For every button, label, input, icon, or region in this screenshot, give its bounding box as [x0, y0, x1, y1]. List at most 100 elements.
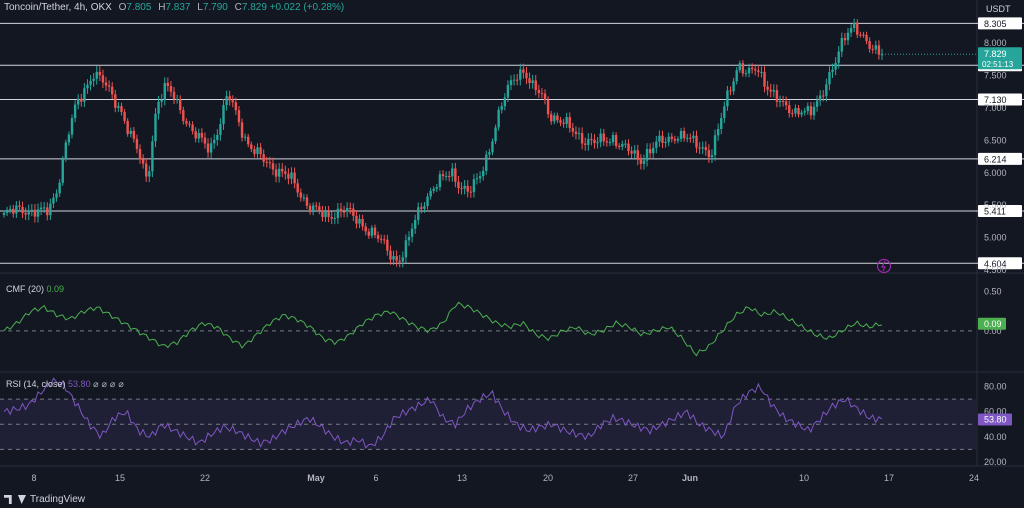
candle-body: [355, 215, 358, 224]
currency-label[interactable]: USDT: [986, 4, 1011, 14]
candle-body: [454, 168, 457, 182]
candle-body: [766, 86, 769, 90]
chart-header: Toncoin/Tether, 4h, OKX O7.805 H7.837 L7…: [4, 2, 344, 13]
candle-body: [342, 211, 346, 213]
price-tick-label: 6.000: [984, 168, 1007, 178]
candle-body: [191, 124, 194, 132]
rsi-value-text: 53.80: [984, 415, 1007, 425]
candle-body: [234, 102, 238, 111]
candle-body: [587, 138, 590, 145]
candle-body: [605, 141, 609, 143]
time-tick-label: 15: [115, 473, 125, 483]
time-tick-label: 13: [457, 473, 467, 483]
candle-body: [534, 80, 537, 90]
candle-body: [435, 187, 439, 189]
candle-body: [831, 69, 834, 73]
candle-body: [67, 134, 71, 143]
candle-body: [132, 130, 136, 139]
candle-body: [862, 34, 865, 36]
close-value: 7.829: [241, 2, 267, 13]
candle-body: [692, 135, 695, 139]
candle-body: [828, 72, 831, 85]
rsi-tick-label: 80.00: [984, 382, 1007, 392]
candle-body: [512, 79, 516, 81]
candle-body: [148, 171, 151, 177]
rsi-tick-label: 40.00: [984, 432, 1007, 442]
candle-body: [179, 99, 182, 111]
candle-body: [420, 207, 423, 209]
candle-body: [432, 188, 435, 191]
candle-body: [268, 162, 272, 164]
candle-body: [188, 123, 191, 125]
candle-body: [231, 100, 234, 103]
candle-body: [689, 137, 692, 139]
candle-body: [543, 93, 547, 101]
candle-body: [441, 174, 445, 177]
candle-body: [525, 72, 528, 79]
candle-body: [686, 137, 689, 139]
candle-body: [636, 150, 639, 160]
candle-body: [259, 147, 262, 155]
candle-body: [237, 110, 241, 123]
candle-body: [33, 209, 37, 217]
candle-body: [729, 90, 732, 92]
lightning-icon: [876, 258, 892, 274]
candle-body: [556, 115, 559, 121]
candle-body: [299, 192, 302, 198]
candle-body: [738, 63, 741, 71]
candle-body: [818, 95, 822, 101]
candle-body: [49, 203, 52, 216]
candle-body: [846, 32, 850, 41]
candle-body: [599, 133, 602, 143]
candle-body: [614, 135, 618, 147]
candle-body: [806, 106, 810, 112]
candle-body: [386, 239, 389, 251]
candle-body: [222, 105, 225, 125]
candle-body: [559, 120, 562, 123]
price-tick-label: 6.500: [984, 135, 1007, 145]
candle-body: [55, 193, 58, 198]
candle-body: [12, 208, 15, 214]
candle-body: [772, 90, 775, 92]
symbol-title[interactable]: Toncoin/Tether, 4h, OKX: [4, 2, 112, 13]
price-tick-label: 4.500: [984, 265, 1007, 275]
candle-body: [571, 127, 575, 132]
rsi-panel-label[interactable]: RSI (14, close) 53.80 ⌀⌀⌀⌀: [6, 379, 127, 390]
candle-body: [788, 105, 791, 114]
candle-body: [2, 212, 6, 215]
last-price-text: 7.829: [984, 49, 1007, 59]
candle-body: [18, 205, 21, 207]
cmf-panel-label[interactable]: CMF (20) 0.09: [6, 284, 64, 294]
candle-body: [784, 101, 788, 106]
candle-body: [160, 99, 163, 102]
candle-body: [104, 82, 108, 86]
candle-body: [30, 209, 34, 211]
candle-body: [200, 132, 204, 138]
candle-body: [392, 256, 395, 260]
candle-body: [145, 163, 148, 177]
tradingview-logo[interactable]: TradingView: [4, 494, 85, 505]
candle-body: [500, 106, 503, 110]
candle-body: [682, 130, 686, 139]
candle-body: [308, 205, 312, 213]
horizontal-levels: [0, 22, 1024, 264]
candle-body: [859, 34, 862, 36]
candle-body: [460, 188, 463, 190]
candle-body: [856, 22, 859, 35]
candle-body: [101, 75, 105, 83]
candle-body: [837, 51, 840, 63]
candle-body: [185, 121, 188, 124]
time-tick-label: 8: [31, 473, 36, 483]
cmf-tick-label: 0.00: [984, 326, 1002, 336]
candle-body: [157, 101, 160, 114]
candle-body: [413, 219, 417, 229]
price-level-tag: [978, 152, 1022, 165]
candle-body: [324, 211, 327, 218]
candle-body: [834, 62, 837, 70]
candle-body: [491, 141, 494, 153]
candle-body: [704, 147, 707, 151]
tradingview-logo-icon-b: [18, 495, 26, 504]
candle-body: [673, 138, 677, 141]
price-level-text: 5.411: [984, 206, 1006, 216]
